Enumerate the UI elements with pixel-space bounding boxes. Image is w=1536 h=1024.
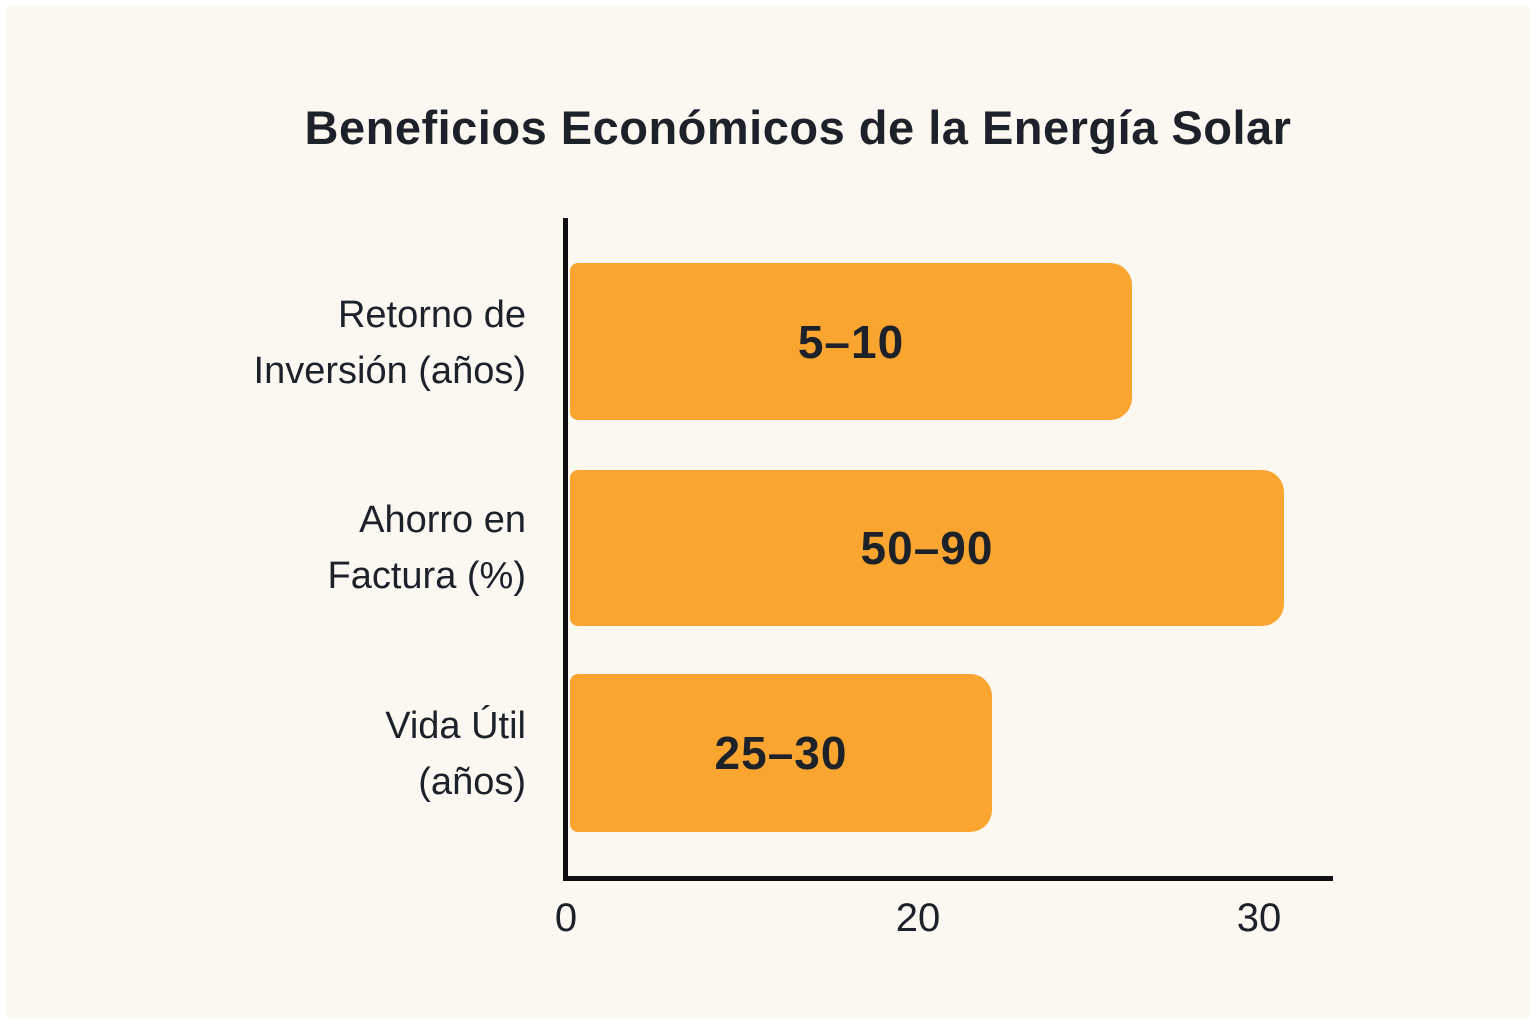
bar-value-label: 25–30 xyxy=(714,727,848,779)
x-tick-label-30: 30 xyxy=(1236,896,1282,940)
category-label-vida-util: Vida Útil (años) xyxy=(66,698,526,810)
category-label-line: (años) xyxy=(418,761,526,803)
x-tick-label-0: 0 xyxy=(554,896,578,940)
category-label-line: Inversión (años) xyxy=(253,350,526,392)
y-axis-line xyxy=(563,218,568,881)
bar-retorno-inversion: 5–10 xyxy=(570,263,1132,420)
category-label-line: Factura (%) xyxy=(327,555,526,597)
category-label-line: Ahorro en xyxy=(359,499,526,541)
x-axis-tick-labels: 0 20 30 xyxy=(555,896,1336,956)
category-label-ahorro-factura: Ahorro en Factura (%) xyxy=(66,492,526,604)
bar-vida-util: 25–30 xyxy=(570,674,992,832)
x-axis-line xyxy=(563,876,1333,881)
category-label-line: Retorno de xyxy=(337,294,526,336)
category-label-line: Vida Útil xyxy=(385,705,526,747)
x-tick-label-20: 20 xyxy=(895,896,941,940)
bar-value-label: 50–90 xyxy=(860,522,994,574)
bar-value-label: 5–10 xyxy=(797,315,905,368)
bar-ahorro-factura: 50–90 xyxy=(570,470,1284,626)
category-label-retorno-inversion: Retorno de Inversión (años) xyxy=(66,287,526,399)
chart-title: Beneficios Económicos de la Energía Sola… xyxy=(304,101,1292,154)
